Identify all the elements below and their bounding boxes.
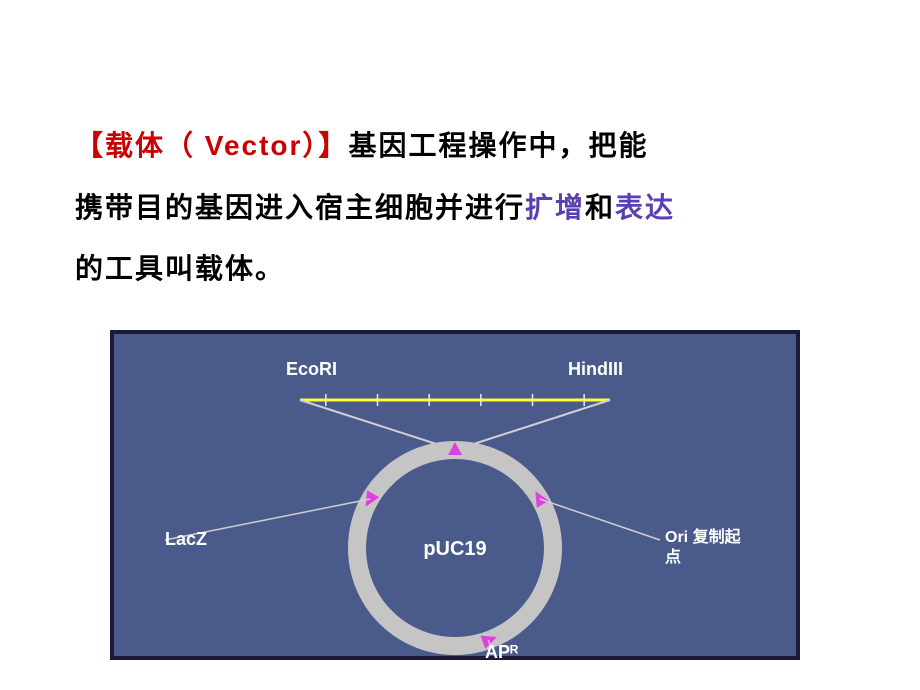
plasmid-svg: pUC19 EcoRI HindIII LacZ Ori 复制起点 APᴿ: [110, 330, 800, 660]
text-fragment: ）】: [302, 130, 348, 161]
text-fragment: 携带目的基因进入宿主细胞并进行: [75, 192, 525, 223]
svg-text:点: 点: [665, 547, 681, 566]
text-fragment: 的工具叫载体。: [75, 253, 285, 284]
plasmid-diagram: pUC19 EcoRI HindIII LacZ Ori 复制起点 APᴿ: [110, 330, 800, 660]
svg-text:LacZ: LacZ: [165, 529, 207, 549]
svg-text:HindIII: HindIII: [568, 359, 623, 379]
text-fragment: 扩增: [525, 192, 585, 223]
svg-text:pUC19: pUC19: [423, 538, 486, 560]
svg-text:EcoRI: EcoRI: [286, 359, 337, 379]
svg-text:APᴿ: APᴿ: [485, 642, 519, 660]
text-fragment: 【: [75, 130, 105, 161]
svg-text:Ori 复制起: Ori 复制起: [665, 527, 742, 546]
text-fragment: Vector: [195, 130, 302, 161]
definition-paragraph: 【载体（ Vector）】基因工程操作中，把能携带目的基因进入宿主细胞并进行扩增…: [75, 115, 835, 300]
text-fragment: 表达: [615, 192, 675, 223]
text-fragment: 基因工程操作中，把能: [348, 130, 648, 161]
text-fragment: 和: [585, 192, 615, 223]
text-fragment: 载体（: [105, 130, 195, 161]
